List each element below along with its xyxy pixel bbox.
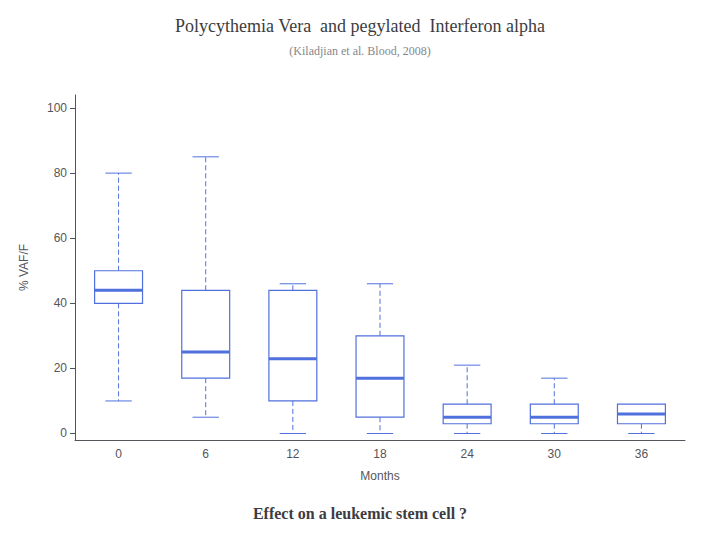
svg-text:80: 80 — [54, 166, 68, 180]
svg-text:Polycythemia Vera and pegylat: Polycythemia Vera and pegylated Interfer… — [175, 16, 545, 36]
svg-text:Effect on a leukemic stem cell: Effect on a leukemic stem cell ? — [253, 505, 467, 522]
svg-text:% VAF/F: % VAF/F — [17, 244, 31, 291]
svg-text:(Kiladjian et al. Blood, 2008): (Kiladjian et al. Blood, 2008) — [289, 44, 430, 58]
svg-text:0: 0 — [115, 447, 122, 461]
svg-text:0: 0 — [60, 426, 67, 440]
svg-text:12: 12 — [286, 447, 300, 461]
svg-text:100: 100 — [47, 101, 67, 115]
svg-text:20: 20 — [54, 361, 68, 375]
svg-text:18: 18 — [373, 447, 387, 461]
svg-text:30: 30 — [548, 447, 562, 461]
svg-text:60: 60 — [54, 231, 68, 245]
svg-text:6: 6 — [202, 447, 209, 461]
svg-text:24: 24 — [460, 447, 474, 461]
svg-text:Months: Months — [360, 469, 399, 483]
svg-text:36: 36 — [635, 447, 649, 461]
svg-text:40: 40 — [54, 296, 68, 310]
